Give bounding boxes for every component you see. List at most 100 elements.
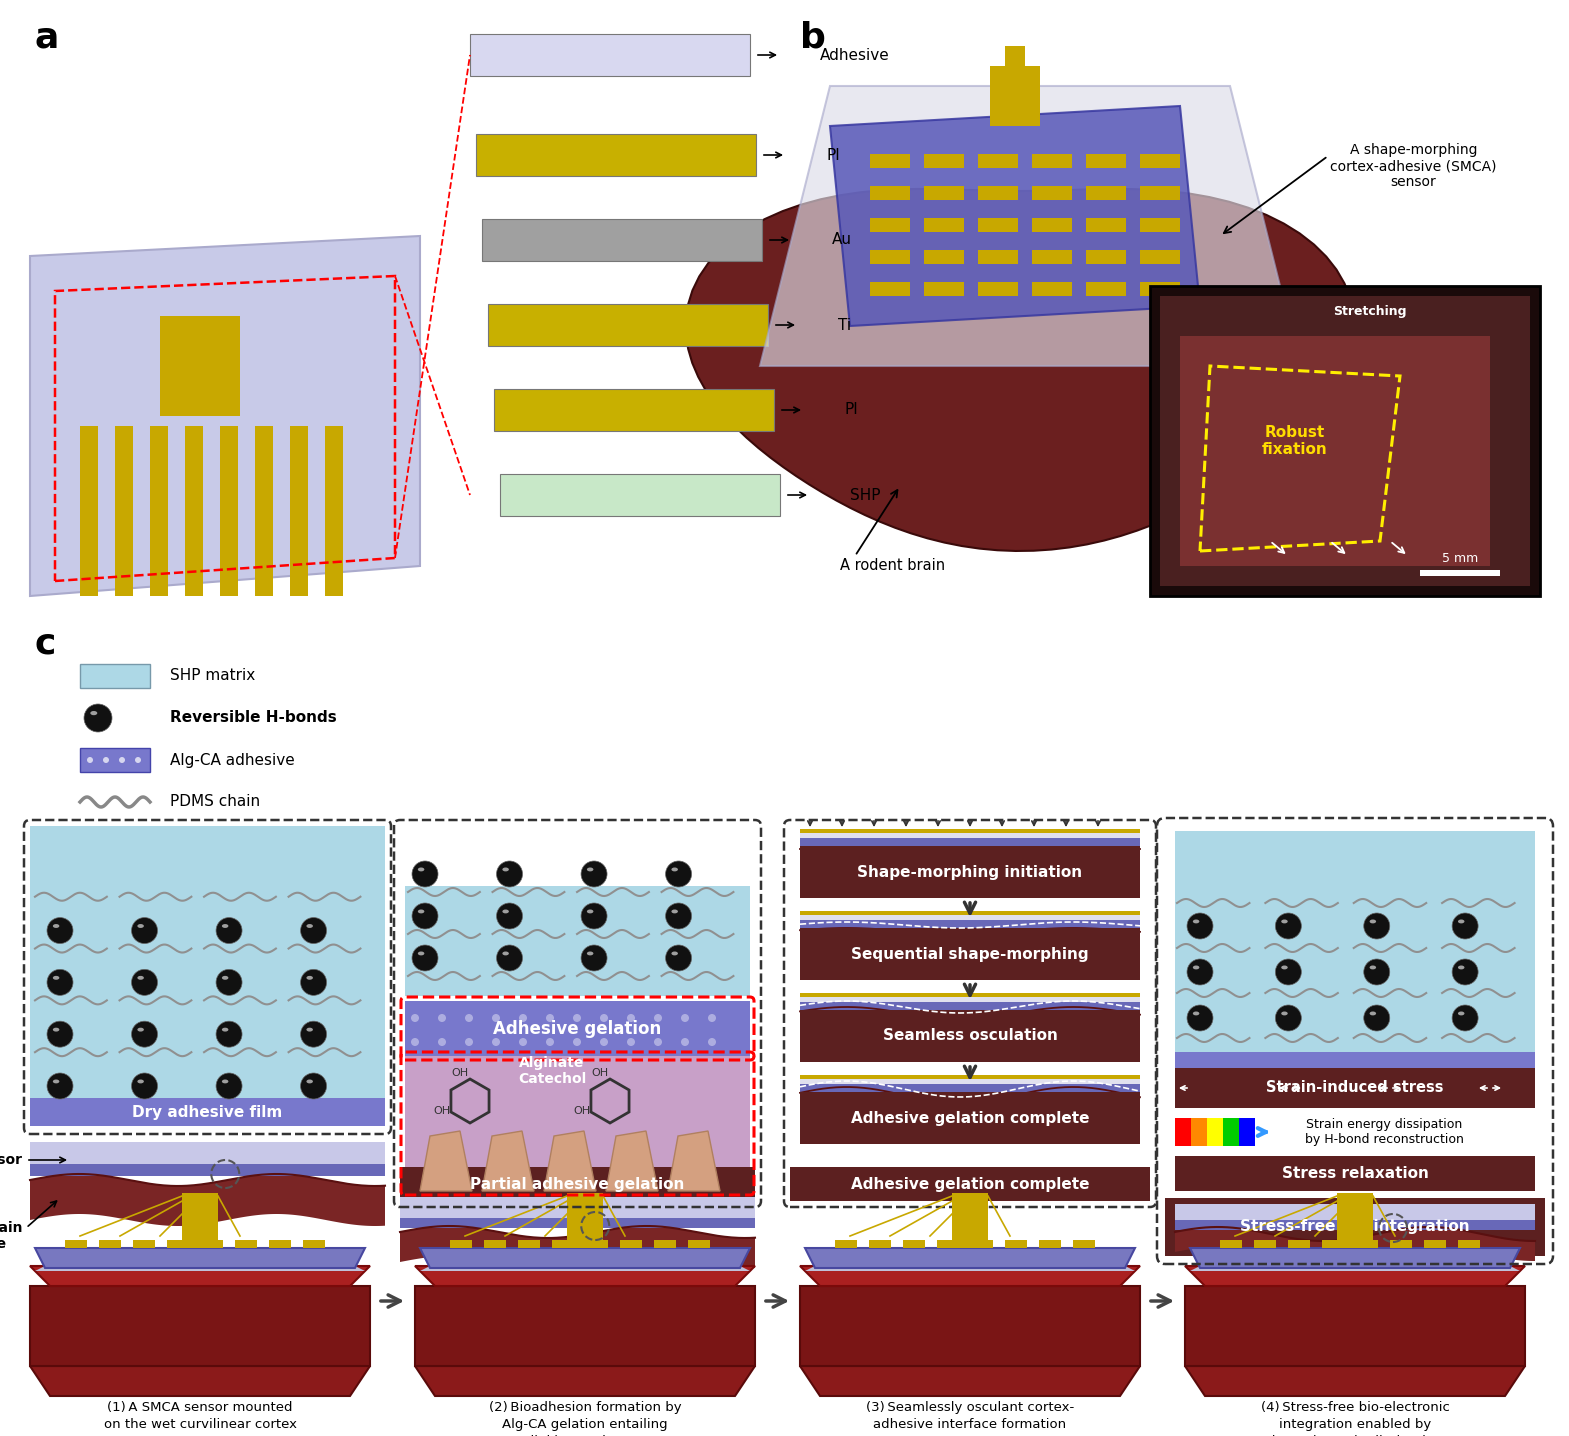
Bar [488, 304, 767, 346]
Bar [800, 912, 1141, 923]
Polygon shape [30, 1267, 370, 1287]
Bar [115, 561, 133, 596]
Circle shape [654, 1014, 662, 1022]
Bar [1425, 1241, 1447, 1248]
Circle shape [1363, 959, 1390, 985]
Ellipse shape [502, 952, 508, 955]
Bar [501, 474, 780, 516]
Circle shape [47, 1073, 74, 1099]
Bar [800, 994, 1141, 1005]
Circle shape [496, 862, 522, 887]
Ellipse shape [138, 923, 144, 928]
Bar [471, 34, 750, 76]
Bar [182, 1193, 218, 1248]
Bar [64, 1241, 86, 1248]
Polygon shape [1185, 1366, 1525, 1396]
Circle shape [235, 1107, 245, 1117]
Circle shape [47, 918, 74, 943]
Circle shape [628, 1038, 635, 1045]
Bar [115, 546, 133, 566]
Text: Sequential shape-morphing: Sequential shape-morphing [852, 946, 1089, 962]
Bar [518, 1241, 540, 1248]
Circle shape [217, 1021, 242, 1047]
Bar [869, 1241, 891, 1248]
Bar [115, 495, 133, 516]
Bar [924, 218, 963, 233]
Polygon shape [1189, 1267, 1520, 1271]
Bar [115, 447, 133, 467]
Bar [1141, 187, 1180, 200]
Text: Adhesive: Adhesive [821, 47, 890, 63]
Circle shape [42, 1107, 53, 1117]
Circle shape [1453, 959, 1478, 985]
Bar [30, 826, 384, 1126]
Polygon shape [1185, 1287, 1525, 1366]
Bar [290, 426, 308, 566]
Circle shape [1276, 959, 1301, 985]
Bar [1323, 1241, 1345, 1248]
Bar [869, 154, 910, 168]
Bar [1006, 46, 1025, 86]
Bar [620, 1241, 642, 1248]
Bar [151, 426, 168, 566]
Text: SHP: SHP [850, 487, 880, 503]
Polygon shape [800, 1366, 1141, 1396]
Bar [800, 1076, 1141, 1087]
Polygon shape [1189, 1248, 1520, 1268]
Bar [800, 839, 1141, 846]
Bar [800, 994, 1141, 997]
Bar [869, 250, 910, 264]
Bar [1141, 154, 1180, 168]
Circle shape [104, 757, 108, 763]
Polygon shape [759, 86, 1301, 366]
Ellipse shape [53, 923, 60, 928]
Bar [151, 495, 168, 516]
Polygon shape [35, 1267, 366, 1271]
Bar [80, 495, 97, 516]
Bar [800, 846, 1141, 898]
Polygon shape [1185, 1267, 1525, 1287]
Bar [151, 561, 168, 596]
Text: Strain energy dissipation
by H-bond reconstruction: Strain energy dissipation by H-bond reco… [1305, 1119, 1464, 1146]
Bar [800, 928, 1141, 979]
Bar [687, 1241, 711, 1248]
Bar [1032, 187, 1072, 200]
Circle shape [411, 1038, 419, 1045]
Text: SHP matrix: SHP matrix [169, 669, 256, 684]
Circle shape [300, 1107, 309, 1117]
Bar [220, 561, 238, 596]
Bar [977, 218, 1018, 233]
Ellipse shape [53, 1028, 60, 1031]
Text: Adhesive gelation complete: Adhesive gelation complete [850, 1110, 1089, 1126]
Text: Alg-CA adhesive: Alg-CA adhesive [169, 752, 295, 767]
Circle shape [1188, 913, 1213, 939]
Circle shape [464, 1038, 472, 1045]
Circle shape [85, 704, 111, 732]
Text: Partial adhesive gelation: Partial adhesive gelation [469, 1176, 684, 1192]
Ellipse shape [221, 1080, 229, 1083]
Text: OH: OH [573, 1106, 590, 1116]
Bar [1175, 1221, 1534, 1231]
Bar [924, 154, 963, 168]
Text: b: b [800, 22, 825, 55]
Text: Dry adhesive film: Dry adhesive film [132, 1104, 282, 1120]
Ellipse shape [1458, 919, 1464, 923]
Bar [552, 1241, 574, 1248]
Bar [405, 886, 750, 997]
Circle shape [654, 1038, 662, 1045]
Bar [791, 1167, 1150, 1200]
Circle shape [708, 1014, 715, 1022]
Circle shape [665, 862, 692, 887]
Polygon shape [606, 1132, 657, 1190]
Bar [869, 218, 910, 233]
Ellipse shape [306, 923, 312, 928]
Polygon shape [420, 1248, 750, 1268]
Bar [1141, 250, 1180, 264]
Text: (4) Stress-free bio-electronic
integration enabled by
dynamic strain dissipation: (4) Stress-free bio-electronic integrati… [1260, 1402, 1450, 1436]
Polygon shape [805, 1248, 1134, 1268]
Bar [585, 1241, 609, 1248]
Bar [977, 187, 1018, 200]
Circle shape [301, 969, 326, 995]
Text: Robust
fixation: Robust fixation [1261, 425, 1327, 457]
Polygon shape [800, 1267, 1141, 1287]
